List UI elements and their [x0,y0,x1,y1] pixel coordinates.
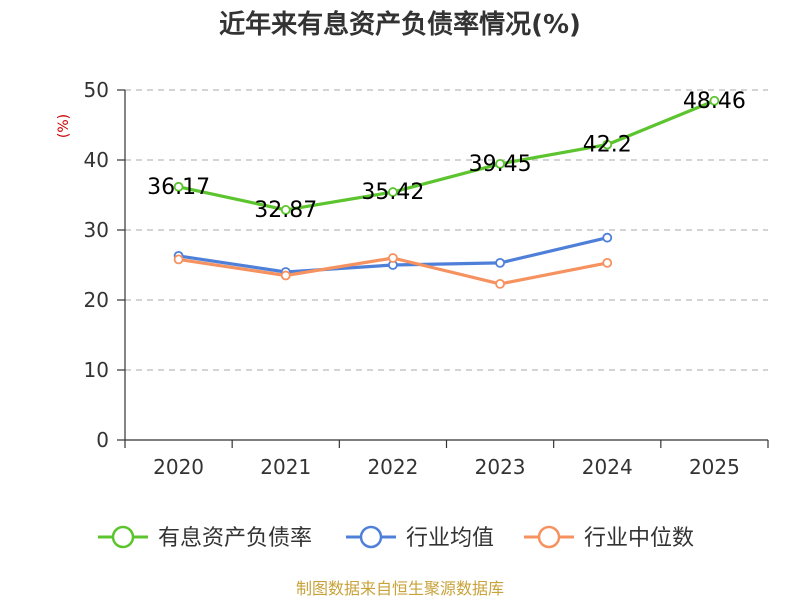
point-s1-2023 [495,257,505,268]
legend-label-0: 有息资产负债率 [158,526,312,551]
axes [117,89,769,448]
point-s0-2024 [602,139,613,150]
data-label-2021: 32.87 [254,198,317,223]
y-tick-label-10: 10 [84,358,109,382]
source-note: 制图数据来自恒生聚源数据库 [296,579,504,598]
point-s1-2024 [602,232,613,243]
point-s0-2021 [280,205,291,215]
x-tick-label-2022: 2022 [367,455,418,479]
x-tick-label-2024: 2024 [582,455,633,479]
point-s0-2025 [709,95,720,106]
data-label-2020: 36.17 [147,175,210,200]
legend: 有息资产负债率 行业均值 行业中位数 [98,525,694,551]
series-line-0 [178,99,716,212]
y-tick-label-50: 50 [84,78,109,102]
data-labels: 36.17 32.87 35.42 39.45 42.2 48.46 [147,89,746,223]
point-s2-2020 [173,254,184,265]
y-tick-label-0: 0 [96,428,109,452]
series-group [173,95,720,289]
chart-title: 近年来有息资产负债率情况(%) [219,9,581,40]
x-tick-labels: 2020 2021 2022 2023 2024 2025 [153,455,740,479]
data-label-2024: 42.2 [583,133,632,158]
legend-item-0: 有息资产负债率 [98,525,312,551]
data-label-2025: 48.46 [683,89,746,114]
data-label-2023: 39.45 [469,152,532,177]
y-tick-label-30: 30 [84,218,109,242]
x-tick-label-2021: 2021 [260,455,311,479]
legend-marker-1 [359,525,383,549]
point-s2-2023 [495,278,505,289]
y-tick-label-40: 40 [84,148,109,172]
point-s2-2022 [388,253,398,263]
point-s2-2021 [280,270,291,281]
legend-item-2: 行业中位数 [524,525,694,551]
legend-marker-0 [111,525,135,549]
legend-label-1: 行业均值 [406,526,494,551]
point-s2-2024 [602,257,613,268]
data-label-2022: 35.42 [361,180,424,205]
legend-label-2: 行业中位数 [584,526,694,551]
y-axis-label: (%) [56,114,72,138]
legend-item-1: 行业均值 [346,525,494,551]
y-tick-label-20: 20 [84,288,109,312]
x-tick-label-2025: 2025 [689,455,740,479]
point-s0-2023 [495,158,505,169]
x-tick-label-2020: 2020 [153,455,204,479]
point-s0-2022 [388,187,398,197]
y-tick-labels: 0 10 20 30 40 50 [84,78,109,452]
x-tick-label-2023: 2023 [475,455,526,479]
grid-lines [125,89,768,371]
point-s0-2020 [173,181,184,192]
legend-marker-2 [537,525,561,549]
